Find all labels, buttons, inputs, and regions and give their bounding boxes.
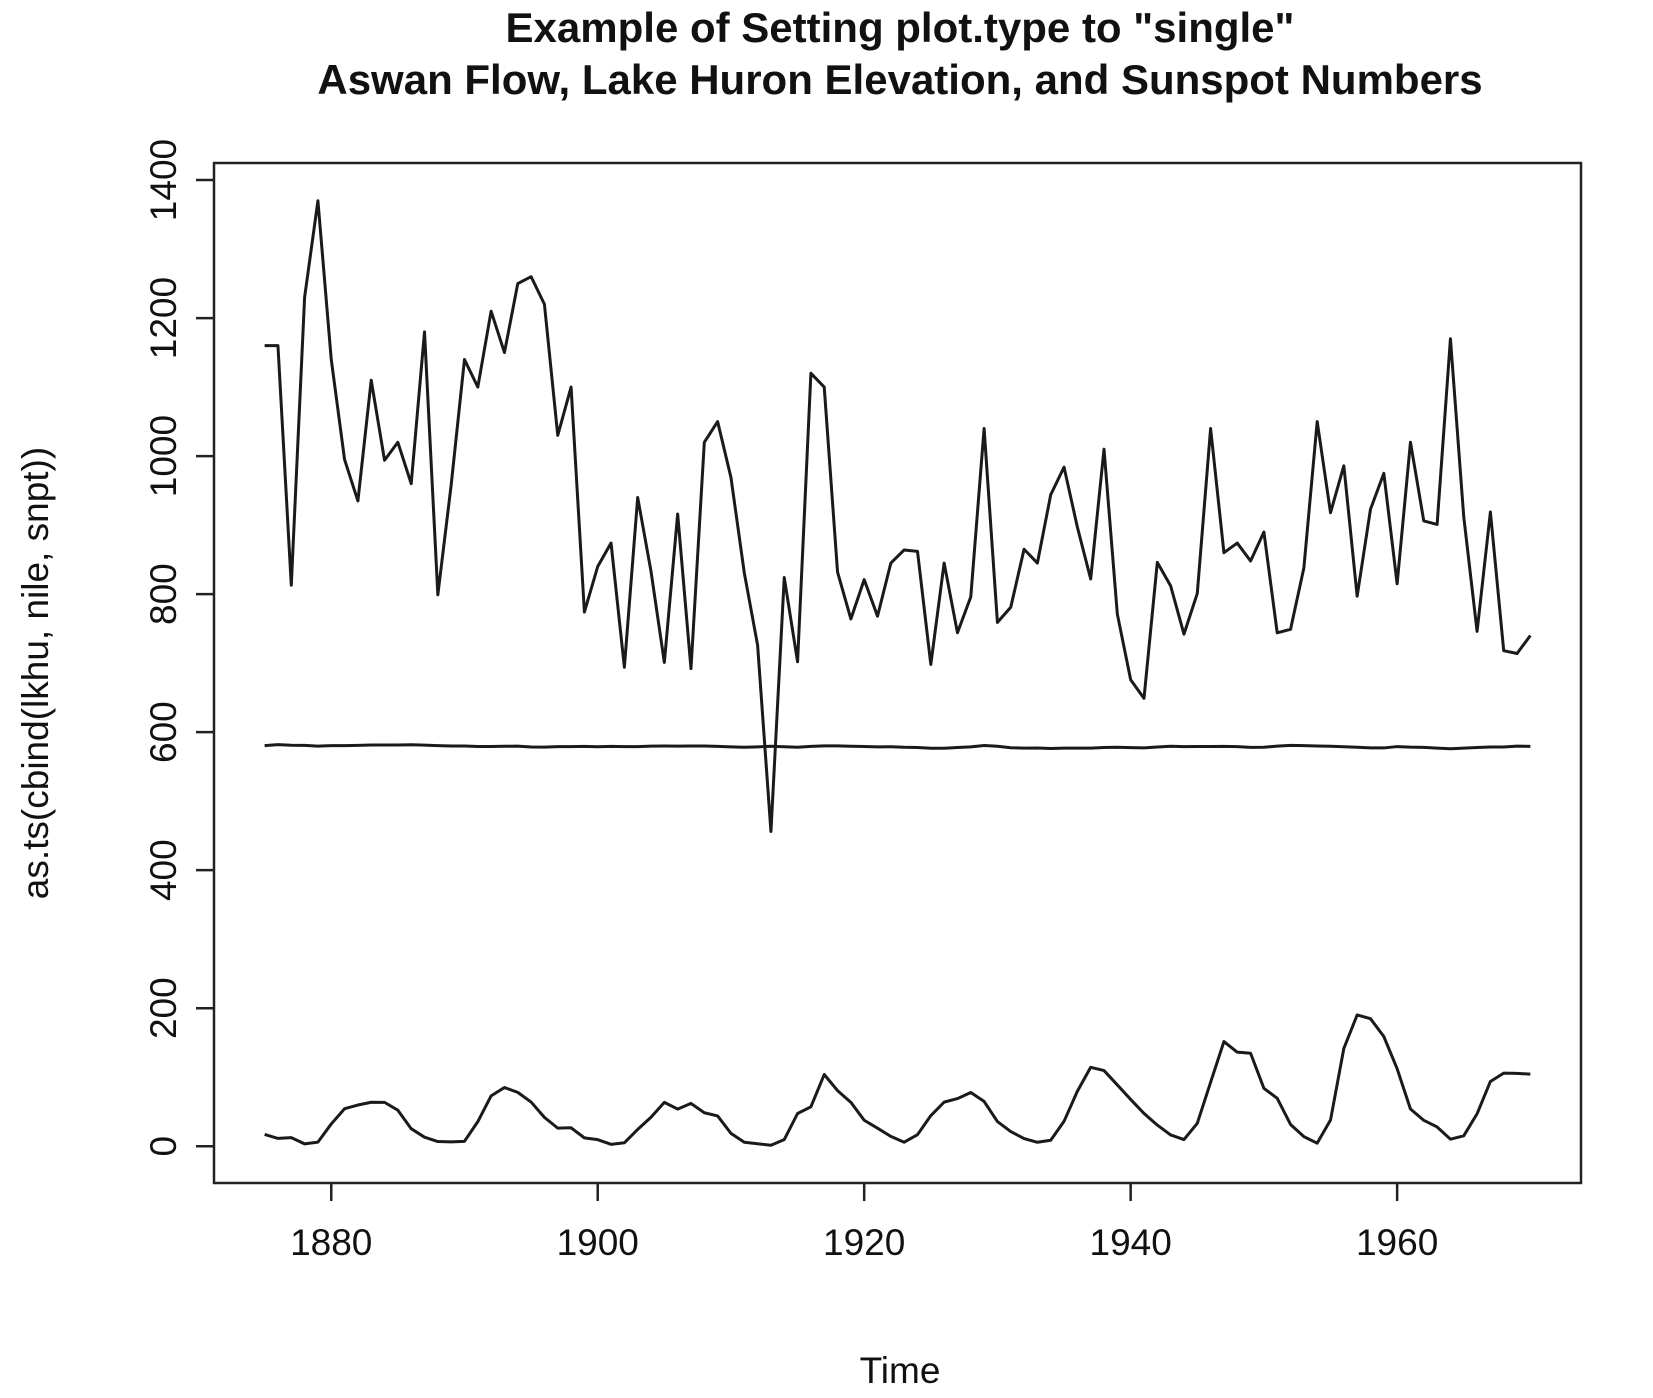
chart-title: Example of Setting plot.type to "single"	[506, 4, 1295, 51]
x-tick-label: 1900	[557, 1222, 639, 1263]
chart-subtitle: Aswan Flow, Lake Huron Elevation, and Su…	[317, 56, 1482, 103]
y-tick-label: 600	[143, 701, 184, 763]
x-axis-label: Time	[860, 1350, 941, 1391]
y-tick-label: 0	[143, 1136, 184, 1157]
y-tick-label: 800	[143, 563, 184, 625]
x-tick-label: 1940	[1090, 1222, 1172, 1263]
y-axis-label: as.ts(cbind(lkhu, nile, snpt))	[15, 447, 56, 899]
y-tick-label: 1000	[143, 415, 184, 497]
y-tick-label: 1200	[143, 277, 184, 359]
series-line	[264, 199, 1532, 834]
y-tick-label: 400	[143, 839, 184, 901]
series-line	[264, 743, 1531, 751]
y-tick-label: 200	[143, 977, 184, 1039]
x-tick-label: 1880	[290, 1222, 372, 1263]
series-line	[264, 1013, 1531, 1147]
y-tick-label: 1400	[143, 139, 184, 221]
x-tick-label: 1960	[1356, 1222, 1438, 1263]
plot-frame	[212, 161, 1583, 1185]
x-tick-label: 1920	[823, 1222, 905, 1263]
